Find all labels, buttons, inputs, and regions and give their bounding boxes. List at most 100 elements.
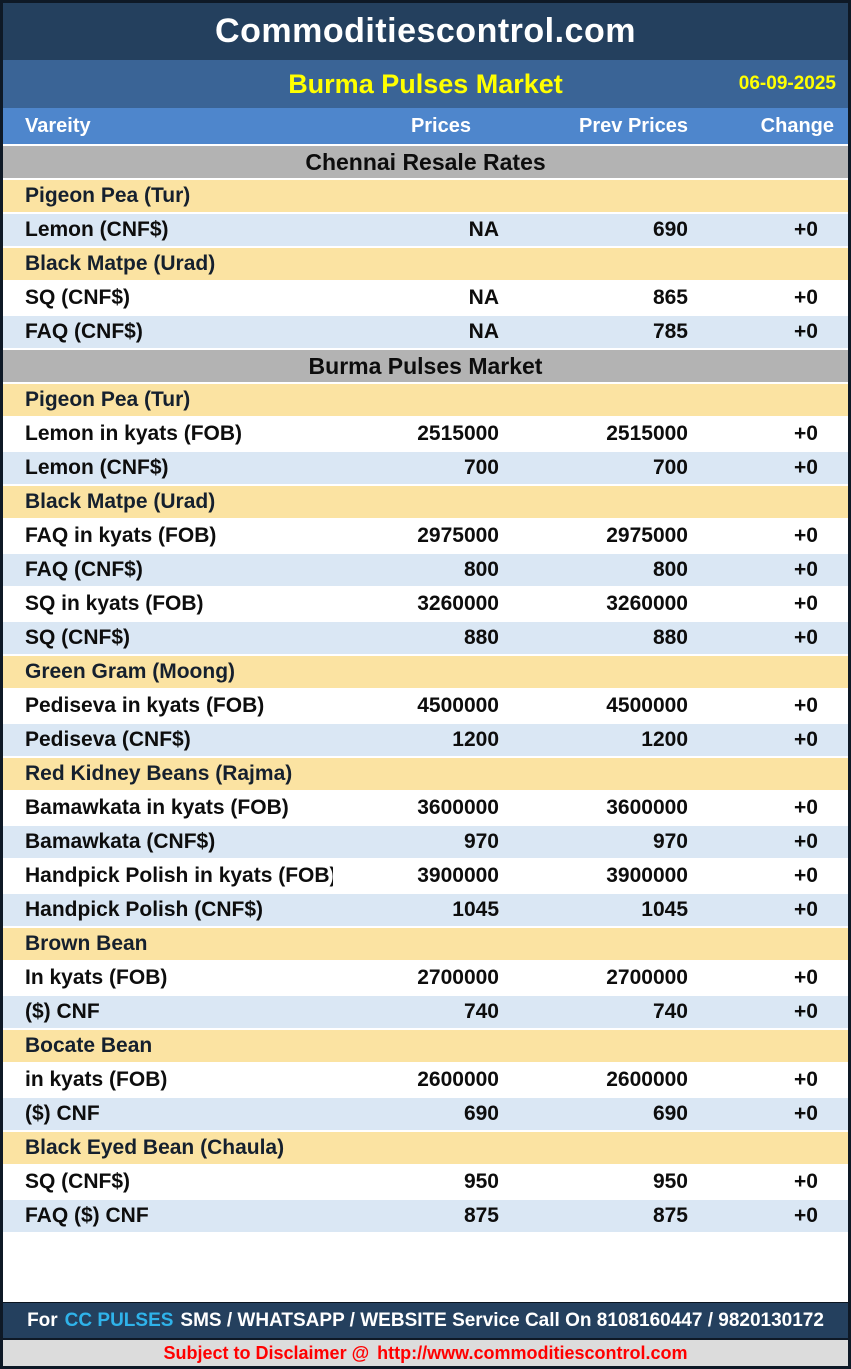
change-value: +0 [690, 894, 848, 928]
report-title-bar: Burma Pulses Market 06-09-2025 [3, 60, 848, 108]
variety-label: Bamawkata in kyats (FOB) [3, 792, 333, 826]
prev-price-value: 880 [501, 622, 690, 656]
change-value: +0 [690, 724, 848, 758]
change-value: +0 [690, 1098, 848, 1132]
column-header-row: Vareity Prices Prev Prices Change [3, 108, 848, 146]
price-value: 800 [333, 554, 501, 588]
category-row: Black Eyed Bean (Chaula) [3, 1132, 848, 1166]
variety-label: Pediseva in kyats (FOB) [3, 690, 333, 724]
change-value: +0 [690, 282, 848, 316]
category-label: Black Eyed Bean (Chaula) [3, 1132, 848, 1166]
column-header-change: Change [690, 108, 848, 146]
prev-price-value: 690 [501, 214, 690, 248]
rates-table: Vareity Prices Prev Prices Change Chenna… [3, 108, 848, 1234]
column-header-prev-prices: Prev Prices [501, 108, 690, 146]
category-label: Green Gram (Moong) [3, 656, 848, 690]
rate-row: Bamawkata (CNF$) 970 970 +0 [3, 826, 848, 860]
variety-label: Handpick Polish (CNF$) [3, 894, 333, 928]
change-value: +0 [690, 622, 848, 656]
change-value: +0 [690, 792, 848, 826]
variety-label: Bamawkata (CNF$) [3, 826, 333, 860]
change-value: +0 [690, 1166, 848, 1200]
variety-label: SQ in kyats (FOB) [3, 588, 333, 622]
category-label: Red Kidney Beans (Rajma) [3, 758, 848, 792]
category-label: Black Matpe (Urad) [3, 486, 848, 520]
rate-row: Pediseva (CNF$) 1200 1200 +0 [3, 724, 848, 758]
disclaimer-bar: Subject to Disclaimer @ http://www.commo… [3, 1340, 848, 1366]
disclaimer-text: Subject to Disclaimer @ [163, 1342, 370, 1363]
prev-price-value: 700 [501, 452, 690, 486]
rate-row: Lemon (CNF$) 700 700 +0 [3, 452, 848, 486]
change-value: +0 [690, 418, 848, 452]
rate-row: FAQ ($) CNF 875 875 +0 [3, 1200, 848, 1234]
price-value: 2600000 [333, 1064, 501, 1098]
section-title: Burma Pulses Market [3, 350, 848, 384]
rate-row: Bamawkata in kyats (FOB) 3600000 3600000 +0 [3, 792, 848, 826]
rate-row: FAQ in kyats (FOB) 2975000 2975000 +0 [3, 520, 848, 554]
change-value: +0 [690, 690, 848, 724]
price-value: 875 [333, 1200, 501, 1234]
change-value: +0 [690, 826, 848, 860]
report-date: 06-09-2025 [738, 73, 836, 94]
rate-row: ($) CNF 740 740 +0 [3, 996, 848, 1030]
category-row: Pigeon Pea (Tur) [3, 180, 848, 214]
service-prefix: For [27, 1309, 58, 1331]
disclaimer-url-link[interactable]: http://www.commoditiescontrol.com [377, 1342, 688, 1363]
variety-label: SQ (CNF$) [3, 1166, 333, 1200]
service-info-bar: For CC PULSES SMS / WHATSAPP / WEBSITE S… [3, 1302, 848, 1340]
change-value: +0 [690, 1200, 848, 1234]
masthead: Commoditiescontrol.com [3, 3, 848, 60]
variety-label: FAQ (CNF$) [3, 316, 333, 350]
price-value: 3260000 [333, 588, 501, 622]
price-value: NA [333, 214, 501, 248]
price-value: 2975000 [333, 520, 501, 554]
column-header-prices: Prices [333, 108, 501, 146]
variety-label: Lemon (CNF$) [3, 452, 333, 486]
variety-label: FAQ ($) CNF [3, 1200, 333, 1234]
rate-row: Pediseva in kyats (FOB) 4500000 4500000 +0 [3, 690, 848, 724]
variety-label: SQ (CNF$) [3, 622, 333, 656]
prev-price-value: 865 [501, 282, 690, 316]
change-value: +0 [690, 520, 848, 554]
change-value: +0 [690, 554, 848, 588]
price-value: 1045 [333, 894, 501, 928]
prev-price-value: 970 [501, 826, 690, 860]
variety-label: Lemon in kyats (FOB) [3, 418, 333, 452]
price-value: 690 [333, 1098, 501, 1132]
rate-row: Handpick Polish in kyats (FOB) 3900000 390… [3, 860, 848, 894]
rate-row: Lemon (CNF$) NA 690 +0 [3, 214, 848, 248]
service-text: SMS / WHATSAPP / WEBSITE Service Call On… [180, 1309, 824, 1331]
price-value: 3600000 [333, 792, 501, 826]
rate-row: ($) CNF 690 690 +0 [3, 1098, 848, 1132]
variety-label: Handpick Polish in kyats (FOB) [3, 860, 333, 894]
prev-price-value: 690 [501, 1098, 690, 1132]
prev-price-value: 1200 [501, 724, 690, 758]
prev-price-value: 2700000 [501, 962, 690, 996]
variety-label: in kyats (FOB) [3, 1064, 333, 1098]
category-row: Green Gram (Moong) [3, 656, 848, 690]
variety-label: SQ (CNF$) [3, 282, 333, 316]
service-brand: CC PULSES [64, 1309, 174, 1331]
rate-row: SQ in kyats (FOB) 3260000 3260000 +0 [3, 588, 848, 622]
rate-row: Lemon in kyats (FOB) 2515000 2515000 +0 [3, 418, 848, 452]
rates-table-header: Vareity Prices Prev Prices Change [3, 108, 848, 146]
change-value: +0 [690, 962, 848, 996]
category-row: Bocate Bean [3, 1030, 848, 1064]
section-header-row: Burma Pulses Market [3, 350, 848, 384]
variety-label: ($) CNF [3, 1098, 333, 1132]
variety-label: ($) CNF [3, 996, 333, 1030]
prev-price-value: 785 [501, 316, 690, 350]
variety-label: In kyats (FOB) [3, 962, 333, 996]
category-row: Red Kidney Beans (Rajma) [3, 758, 848, 792]
prev-price-value: 875 [501, 1200, 690, 1234]
report-title: Burma Pulses Market [288, 68, 563, 99]
price-value: 970 [333, 826, 501, 860]
change-value: +0 [690, 588, 848, 622]
price-value: 3900000 [333, 860, 501, 894]
rate-row: FAQ (CNF$) NA 785 +0 [3, 316, 848, 350]
prev-price-value: 1045 [501, 894, 690, 928]
prev-price-value: 3600000 [501, 792, 690, 826]
category-label: Brown Bean [3, 928, 848, 962]
prev-price-value: 4500000 [501, 690, 690, 724]
